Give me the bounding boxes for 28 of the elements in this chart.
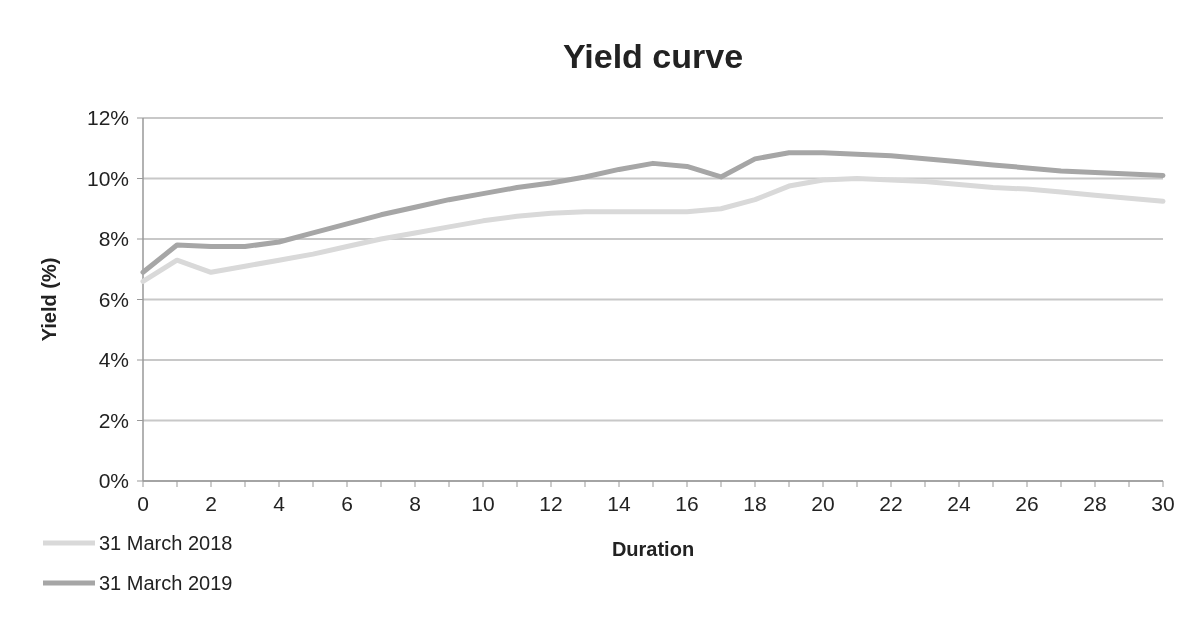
y-tick-label: 12% <box>86 106 129 129</box>
x-tick-label: 20 <box>811 492 835 515</box>
x-tick-label: 28 <box>1083 492 1107 515</box>
x-tick-label: 18 <box>743 492 767 515</box>
y-tick-label: 2% <box>98 408 129 432</box>
x-tick-label: 6 <box>341 492 353 515</box>
legend-label: 31 March 2019 <box>99 572 233 594</box>
x-axis-title: Duration <box>611 538 695 560</box>
legend-label: 31 March 2018 <box>99 532 233 554</box>
x-tick-label: 12 <box>539 492 563 515</box>
x-tick-label: 24 <box>947 492 971 515</box>
y-axis-title: Yield (%) <box>38 257 60 342</box>
y-tick-label: 10% <box>86 166 129 190</box>
y-tick-label: 6% <box>98 287 129 311</box>
x-tick-label: 26 <box>1015 492 1039 515</box>
x-tick-label: 2 <box>205 492 217 515</box>
x-tick-label: 16 <box>675 492 699 515</box>
y-tick-label: 4% <box>98 348 129 371</box>
chart-title: Yield curve <box>562 37 744 75</box>
x-tick-label: 0 <box>137 492 149 515</box>
x-tick-label: 22 <box>879 492 903 515</box>
x-tick-label: 8 <box>409 492 421 515</box>
x-tick-label: 10 <box>471 492 495 515</box>
x-tick-label: 4 <box>273 492 286 515</box>
x-tick-label: 14 <box>607 492 631 515</box>
x-tick-label: 30 <box>1151 492 1175 515</box>
y-tick-label: 8% <box>98 227 129 250</box>
y-tick-label: 0% <box>98 469 129 492</box>
